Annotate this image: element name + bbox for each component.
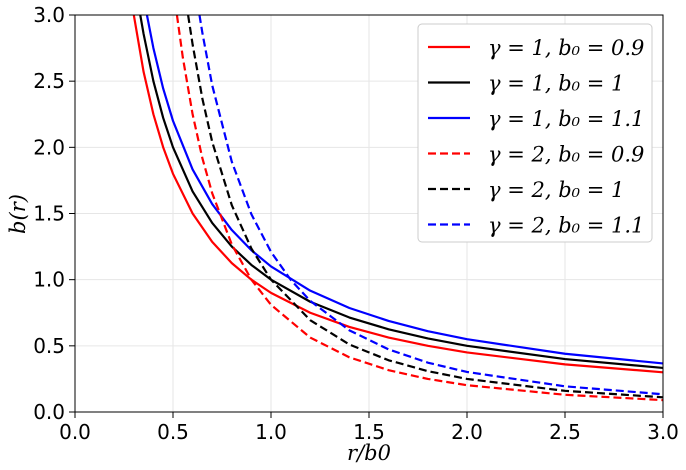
y-tick-label: 2.0 bbox=[33, 135, 65, 159]
y-axis-label: b(r) bbox=[6, 194, 30, 234]
y-tick-label: 0.0 bbox=[33, 400, 65, 424]
legend-box bbox=[417, 23, 653, 243]
series-line-5 bbox=[187, 15, 663, 399]
y-tick-label: 1.5 bbox=[33, 202, 65, 226]
series-line-6 bbox=[198, 15, 663, 396]
x-tick-label: 0.5 bbox=[157, 420, 189, 444]
y-tick-label: 0.5 bbox=[33, 334, 65, 358]
legend: γ = 1, b₀ = 0.9 γ = 1, b₀ = 1 γ = 1, b₀ = … bbox=[417, 23, 653, 243]
y-tick-label: 1.0 bbox=[33, 268, 65, 292]
legend-label: γ = 2, b₀ = 1 bbox=[488, 178, 624, 202]
series-layer bbox=[132, 15, 663, 402]
legend-label: γ = 1, b₀ = 1 bbox=[488, 72, 624, 96]
axis-ticks: 0.0 0.5 1.0 1.5 2.0 2.5 3.0 0.0 0.5 1.0 1.5 2.0 2.5 3… bbox=[33, 3, 679, 444]
legend-label: γ = 1, b₀ = 1.1 bbox=[488, 107, 644, 131]
x-tick-label: 0.0 bbox=[59, 420, 91, 444]
x-tick-label: 1.5 bbox=[353, 420, 385, 444]
series-line-2 bbox=[139, 15, 663, 370]
x-tick-label: 1.0 bbox=[255, 420, 287, 444]
y-tick-label: 2.5 bbox=[33, 69, 65, 93]
legend-label: γ = 1, b₀ = 0.9 bbox=[488, 36, 644, 60]
x-axis-label: r/b0 bbox=[347, 441, 391, 465]
series-line-3 bbox=[145, 15, 663, 365]
x-tick-label: 2.5 bbox=[549, 420, 581, 444]
legend-label: γ = 2, b₀ = 1.1 bbox=[488, 214, 644, 238]
y-tick-label: 3.0 bbox=[33, 3, 65, 27]
series-line-4 bbox=[175, 15, 663, 402]
legend-label: γ = 2, b₀ = 0.9 bbox=[488, 143, 644, 167]
x-tick-label: 3.0 bbox=[647, 420, 679, 444]
x-tick-label: 2.0 bbox=[451, 420, 483, 444]
